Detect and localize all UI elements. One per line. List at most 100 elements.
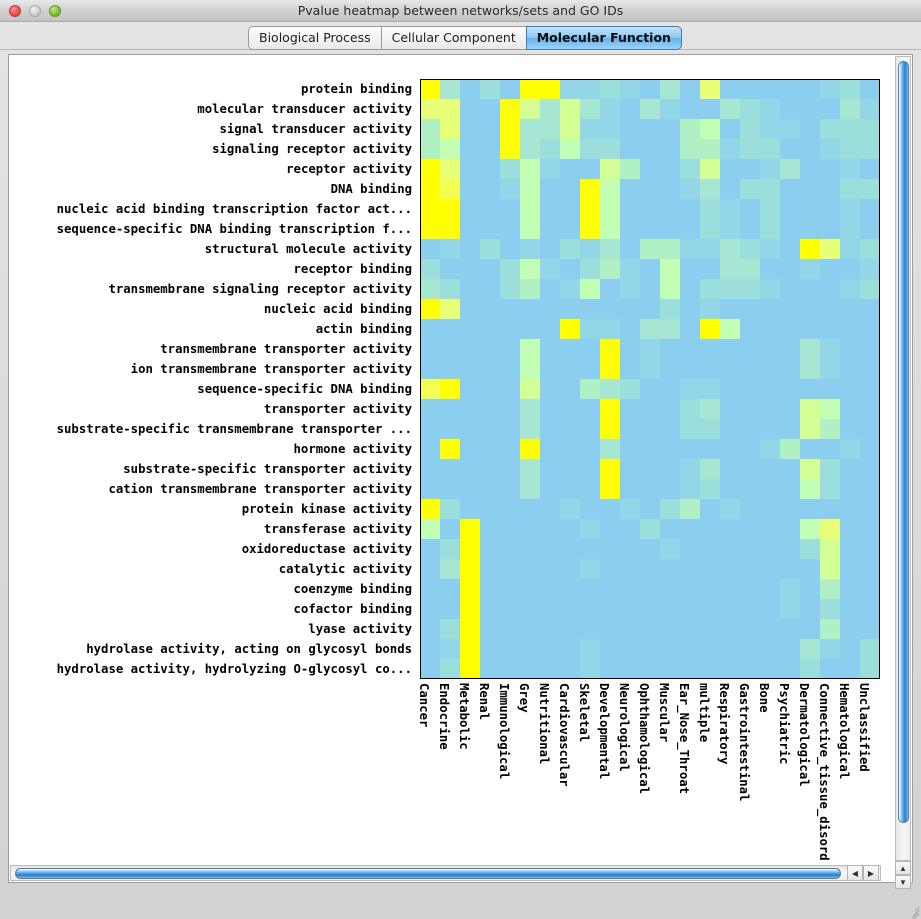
heatmap-cell[interactable] [540, 479, 560, 499]
heatmap-cell[interactable] [420, 399, 440, 419]
heatmap-cell[interactable] [540, 399, 560, 419]
heatmap-cell[interactable] [820, 599, 840, 619]
heatmap-cell[interactable] [660, 119, 680, 139]
heatmap-cell[interactable] [420, 579, 440, 599]
heatmap-cell[interactable] [640, 639, 660, 659]
heatmap-cell[interactable] [720, 219, 740, 239]
heatmap-cell[interactable] [840, 359, 860, 379]
heatmap-cell[interactable] [580, 359, 600, 379]
heatmap-cell[interactable] [860, 419, 880, 439]
heatmap-cell[interactable] [600, 319, 620, 339]
heatmap-cell[interactable] [700, 659, 720, 679]
heatmap-cell[interactable] [840, 159, 860, 179]
heatmap-cell[interactable] [800, 299, 820, 319]
heatmap-cell[interactable] [600, 579, 620, 599]
heatmap-cell[interactable] [460, 219, 480, 239]
heatmap-cell[interactable] [520, 599, 540, 619]
heatmap-cell[interactable] [680, 619, 700, 639]
heatmap-cell[interactable] [460, 599, 480, 619]
heatmap-cell[interactable] [580, 199, 600, 219]
heatmap-cell[interactable] [520, 359, 540, 379]
heatmap-cell[interactable] [600, 339, 620, 359]
heatmap-cell[interactable] [440, 599, 460, 619]
heatmap-cell[interactable] [760, 499, 780, 519]
heatmap-cell[interactable] [620, 239, 640, 259]
heatmap-cell[interactable] [780, 639, 800, 659]
heatmap-cell[interactable] [480, 359, 500, 379]
heatmap-cell[interactable] [800, 359, 820, 379]
heatmap-cell[interactable] [800, 619, 820, 639]
heatmap-cell[interactable] [860, 639, 880, 659]
heatmap-cell[interactable] [540, 139, 560, 159]
heatmap-cell[interactable] [760, 639, 780, 659]
heatmap-cell[interactable] [760, 379, 780, 399]
heatmap-cell[interactable] [580, 299, 600, 319]
heatmap-cell[interactable] [780, 439, 800, 459]
heatmap-cell[interactable] [540, 299, 560, 319]
heatmap-cell[interactable] [680, 559, 700, 579]
heatmap-cell[interactable] [480, 419, 500, 439]
heatmap-cell[interactable] [560, 119, 580, 139]
heatmap-cell[interactable] [520, 319, 540, 339]
heatmap-cell[interactable] [840, 339, 860, 359]
heatmap-cell[interactable] [800, 579, 820, 599]
heatmap-cell[interactable] [640, 339, 660, 359]
heatmap-cell[interactable] [660, 379, 680, 399]
heatmap-cell[interactable] [580, 599, 600, 619]
heatmap-cell[interactable] [860, 379, 880, 399]
heatmap-cell[interactable] [700, 539, 720, 559]
heatmap-cell[interactable] [700, 159, 720, 179]
heatmap-cell[interactable] [580, 519, 600, 539]
heatmap-cell[interactable] [820, 379, 840, 399]
heatmap-cell[interactable] [620, 579, 640, 599]
heatmap-cell[interactable] [760, 319, 780, 339]
heatmap-cell[interactable] [740, 299, 760, 319]
heatmap-cell[interactable] [440, 579, 460, 599]
heatmap-cell[interactable] [460, 639, 480, 659]
heatmap-cell[interactable] [720, 179, 740, 199]
heatmap-cell[interactable] [520, 99, 540, 119]
heatmap-cell[interactable] [580, 499, 600, 519]
heatmap-cell[interactable] [460, 99, 480, 119]
heatmap-cell[interactable] [700, 499, 720, 519]
minimize-icon[interactable] [29, 5, 41, 17]
heatmap-cell[interactable] [520, 339, 540, 359]
heatmap-cell[interactable] [540, 539, 560, 559]
heatmap-cell[interactable] [760, 179, 780, 199]
heatmap-cell[interactable] [820, 259, 840, 279]
heatmap-cell[interactable] [800, 79, 820, 99]
heatmap-cell[interactable] [620, 599, 640, 619]
heatmap-cell[interactable] [640, 119, 660, 139]
heatmap-cell[interactable] [540, 199, 560, 219]
heatmap-cell[interactable] [560, 79, 580, 99]
heatmap-cell[interactable] [420, 619, 440, 639]
heatmap-cell[interactable] [440, 519, 460, 539]
heatmap-cell[interactable] [600, 219, 620, 239]
heatmap-cell[interactable] [540, 319, 560, 339]
heatmap-cell[interactable] [580, 279, 600, 299]
heatmap-cell[interactable] [780, 399, 800, 419]
heatmap-cell[interactable] [460, 399, 480, 419]
heatmap-cell[interactable] [660, 179, 680, 199]
heatmap-cell[interactable] [560, 299, 580, 319]
heatmap-cell[interactable] [540, 659, 560, 679]
heatmap-cell[interactable] [640, 399, 660, 419]
heatmap-cell[interactable] [560, 379, 580, 399]
heatmap-cell[interactable] [500, 79, 520, 99]
heatmap-cell[interactable] [680, 219, 700, 239]
heatmap-cell[interactable] [860, 599, 880, 619]
heatmap-cell[interactable] [440, 639, 460, 659]
heatmap-cell[interactable] [580, 259, 600, 279]
heatmap-cell[interactable] [620, 399, 640, 419]
heatmap-cell[interactable] [560, 579, 580, 599]
heatmap-cell[interactable] [500, 199, 520, 219]
horizontal-scrollbar[interactable] [10, 865, 881, 881]
heatmap-cell[interactable] [720, 399, 740, 419]
heatmap-cell[interactable] [660, 519, 680, 539]
heatmap-cell[interactable] [480, 579, 500, 599]
heatmap-cell[interactable] [560, 239, 580, 259]
heatmap-cell[interactable] [420, 119, 440, 139]
heatmap-cell[interactable] [560, 259, 580, 279]
heatmap-cell[interactable] [780, 279, 800, 299]
heatmap-cell[interactable] [640, 139, 660, 159]
